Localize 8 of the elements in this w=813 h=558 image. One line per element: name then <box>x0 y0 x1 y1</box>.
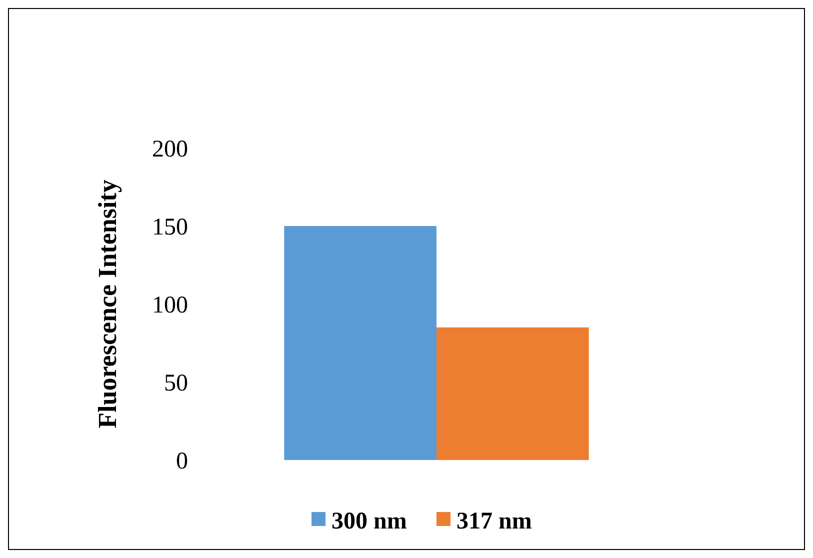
y-tick-label: 100 <box>152 292 188 318</box>
y-tick-label: 50 <box>164 370 188 396</box>
y-axis-title: Fluorescence Intensity <box>93 180 122 428</box>
y-tick-label: 150 <box>152 214 188 240</box>
y-tick-label: 200 <box>152 136 188 162</box>
y-tick-label: 0 <box>176 448 188 474</box>
legend-label: 300 nm <box>332 508 407 534</box>
legend-label: 317 nm <box>456 508 532 534</box>
